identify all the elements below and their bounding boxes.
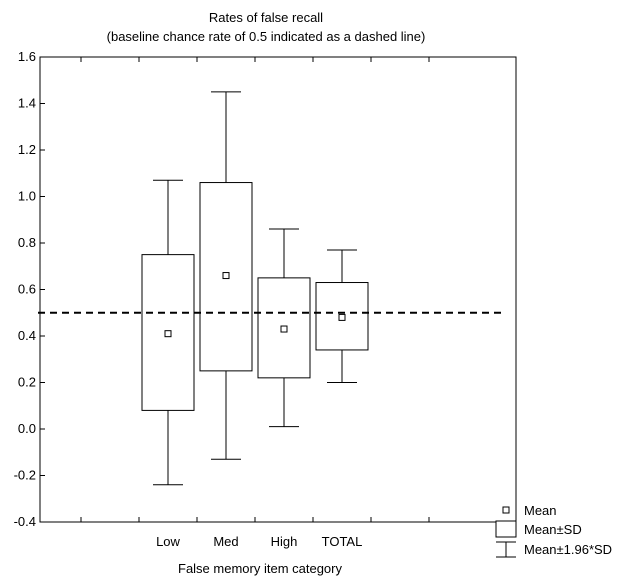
legend-whisker-label: Mean±1.96*SD <box>524 542 612 557</box>
mean-marker <box>164 330 172 338</box>
mean-marker <box>280 325 288 333</box>
sd-box <box>199 182 253 372</box>
y-tick-label: 0.4 <box>18 328 36 343</box>
sd-box <box>315 282 369 351</box>
sd-box <box>141 254 195 411</box>
x-tick-label: High <box>271 534 298 549</box>
legend-mean-label: Mean <box>524 503 557 518</box>
sd-box <box>257 277 311 379</box>
x-tick-label: Low <box>156 534 180 549</box>
x-axis: Low Med High TOTAL <box>80 57 430 549</box>
chart-title: Rates of false recall <box>209 10 323 25</box>
mean-marker <box>338 313 346 321</box>
plot-area-frame <box>39 56 517 523</box>
legend-mean-marker <box>502 506 510 514</box>
legend-whisker-symbol <box>496 541 516 558</box>
y-tick-label: 0.8 <box>18 235 36 250</box>
y-tick-label: 0.2 <box>18 375 36 390</box>
mean-marker <box>222 272 230 280</box>
legend-sd-label: Mean±SD <box>524 522 582 537</box>
y-tick-label: -0.4 <box>14 514 36 529</box>
x-tick-label: Med <box>213 534 238 549</box>
y-axis: -0.4 -0.2 0.0 0.2 0.4 0.6 0.8 1.0 1.2 1.4 1.6 <box>14 49 45 529</box>
x-axis-label: False memory item category <box>178 561 342 576</box>
legend-sd-box <box>495 520 517 538</box>
y-tick-label: 1.4 <box>18 96 36 111</box>
y-tick-label: 0.0 <box>18 421 36 436</box>
y-tick-label: 1.2 <box>18 142 36 157</box>
chart-subtitle: (baseline chance rate of 0.5 indicated a… <box>107 29 426 44</box>
box-series <box>141 91 369 486</box>
legend: Mean Mean±SD Mean±1.96*SD <box>495 503 612 558</box>
x-tick-label: TOTAL <box>322 534 363 549</box>
y-tick-label: 1.6 <box>18 49 36 64</box>
y-tick-label: 0.6 <box>18 282 36 297</box>
y-tick-label: 1.0 <box>18 189 36 204</box>
y-tick-label: -0.2 <box>14 468 36 483</box>
